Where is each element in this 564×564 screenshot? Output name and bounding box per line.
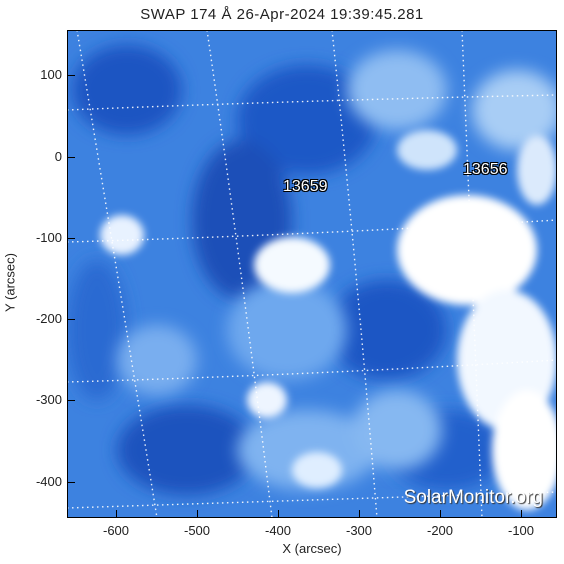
active-region-label: 13656 bbox=[463, 161, 508, 178]
x-tick-label: -400 bbox=[264, 523, 292, 538]
active-region-label: 13659 bbox=[283, 178, 328, 195]
y-tick-mark bbox=[67, 75, 75, 76]
x-tick-mark bbox=[359, 510, 360, 518]
y-tick-mark bbox=[67, 157, 75, 158]
x-tick-label: -200 bbox=[426, 523, 454, 538]
x-tick-mark bbox=[197, 510, 198, 518]
solarmonitor-watermark: SolarMonitor.org bbox=[403, 487, 543, 508]
y-tick-mark bbox=[67, 319, 75, 320]
image-title: SWAP 174 Å 26-Apr-2024 19:39:45.281 bbox=[140, 6, 424, 23]
x-tick-mark bbox=[278, 510, 279, 518]
x-tick-mark bbox=[116, 510, 117, 518]
y-tick-label: 100 bbox=[40, 67, 62, 82]
y-tick-mark bbox=[67, 400, 75, 401]
y-tick-mark bbox=[67, 238, 75, 239]
x-tick-label: -100 bbox=[507, 523, 535, 538]
x-tick-mark bbox=[440, 510, 441, 518]
x-tick-mark bbox=[521, 510, 522, 518]
x-tick-label: -600 bbox=[102, 523, 130, 538]
y-tick-label: -300 bbox=[35, 392, 62, 407]
y-tick-label: 0 bbox=[54, 149, 62, 164]
y-tick-label: -200 bbox=[35, 311, 62, 326]
y-tick-mark bbox=[67, 482, 75, 483]
heliographic-grid bbox=[67, 30, 557, 518]
x-tick-label: -300 bbox=[345, 523, 373, 538]
y-axis-label: Y (arcsec) bbox=[2, 253, 18, 312]
solar-image: 13659 13656 SolarMonitor.org bbox=[67, 30, 557, 518]
x-tick-label: -500 bbox=[183, 523, 211, 538]
y-tick-label: -400 bbox=[35, 474, 62, 489]
euv-image bbox=[67, 30, 557, 518]
y-tick-label: -100 bbox=[35, 230, 62, 245]
x-axis-label: X (arcsec) bbox=[282, 541, 342, 556]
